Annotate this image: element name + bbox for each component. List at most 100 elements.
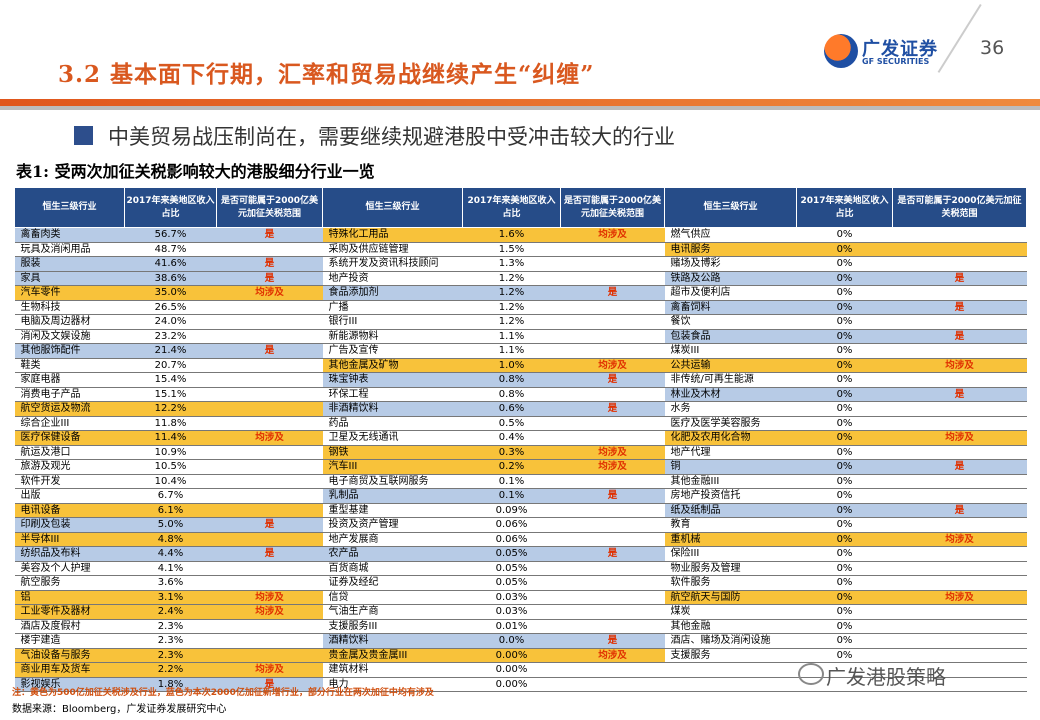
tariff-flag-cell: 均涉及 xyxy=(560,445,665,460)
tariff-flag-cell xyxy=(216,619,323,634)
us-revenue-cell: 11.4% xyxy=(124,430,217,446)
us-revenue-cell: 0% xyxy=(796,575,893,591)
us-revenue-cell: 0.06% xyxy=(462,517,561,533)
tariff-flag-cell xyxy=(892,561,1027,576)
us-revenue-cell: 6.1% xyxy=(124,503,217,518)
tariff-flag-cell xyxy=(216,532,323,547)
column-header: 恒生三级行业 xyxy=(322,187,463,228)
gf-logo-icon xyxy=(824,34,858,68)
us-revenue-cell: 0.05% xyxy=(462,575,561,591)
us-revenue-cell: 0% xyxy=(796,488,893,504)
tariff-flag-cell xyxy=(892,575,1027,591)
tariff-flag-cell xyxy=(216,329,323,344)
tariff-flag-cell xyxy=(892,517,1027,533)
industry-cell: 广告及宣传 xyxy=(322,343,463,359)
us-revenue-cell: 1.1% xyxy=(462,343,561,359)
tariff-flag-cell xyxy=(892,546,1027,562)
tariff-flag-cell xyxy=(560,343,665,359)
tariff-flag-cell xyxy=(216,459,323,475)
tariff-flag-cell xyxy=(216,503,323,518)
industry-cell: 燃气供应 xyxy=(664,227,797,243)
watermark: 广发港股策略 xyxy=(826,665,946,689)
tariff-flag-cell xyxy=(560,430,665,446)
industry-cell: 地产代理 xyxy=(664,445,797,460)
industry-cell: 楼宇建造 xyxy=(14,633,125,649)
tariff-flag-cell xyxy=(892,619,1027,634)
industry-cell: 采购及供应链管理 xyxy=(322,242,463,257)
us-revenue-cell: 0% xyxy=(796,329,893,344)
us-revenue-cell: 23.2% xyxy=(124,329,217,344)
tariff-flag-cell xyxy=(560,329,665,344)
tariff-flag-cell xyxy=(216,372,323,388)
us-revenue-cell: 0% xyxy=(796,648,893,663)
us-revenue-cell: 24.0% xyxy=(124,314,217,330)
us-revenue-cell: 41.6% xyxy=(124,256,217,272)
tariff-flag-cell xyxy=(560,416,665,431)
logo-en: GF SECURITIES xyxy=(862,57,930,66)
us-revenue-cell: 15.1% xyxy=(124,387,217,402)
us-revenue-cell: 0% xyxy=(796,517,893,533)
industry-cell: 水务 xyxy=(664,401,797,417)
tariff-flag-cell: 是 xyxy=(892,503,1027,518)
tariff-flag-cell xyxy=(216,358,323,373)
tariff-flag-cell xyxy=(892,314,1027,330)
us-revenue-cell: 0% xyxy=(796,445,893,460)
table-row: 楼宇建造 2.3% 酒精饮料 0.0% 是酒店、赌场及消闲设施 0% xyxy=(14,633,1027,649)
industry-cell: 航空货运及物流 xyxy=(14,401,125,417)
industry-cell: 鞋类 xyxy=(14,358,125,373)
table-row: 服装 41.6% 是系统开发及资讯科技顾问 1.3% 赌场及博彩 0% xyxy=(14,256,1027,272)
industry-cell: 建筑材料 xyxy=(322,662,463,678)
tariff-flag-cell xyxy=(560,662,665,678)
us-revenue-cell: 48.7% xyxy=(124,242,217,257)
industry-table: 恒生三级行业 2017年来美地区收入占比 是否可能属于2000亿美元加征关税范围 恒生… xyxy=(14,187,1027,692)
table-row: 气油设备与服务 2.3% 贵金属及贵金属III 0.00% 均涉及 支援服务 0% xyxy=(14,648,1027,663)
us-revenue-cell: 0% xyxy=(796,343,893,359)
industry-cell: 影视娱乐 xyxy=(14,677,125,692)
us-revenue-cell: 0% xyxy=(796,604,893,620)
industry-cell: 航空服务 xyxy=(14,575,125,591)
us-revenue-cell: 3.6% xyxy=(124,575,217,591)
industry-cell: 农产品 xyxy=(322,546,463,562)
us-revenue-cell: 0.09% xyxy=(462,503,561,518)
industry-cell: 纺织品及布料 xyxy=(14,546,125,562)
tariff-flag-cell: 是 xyxy=(892,387,1027,402)
tariff-flag-cell xyxy=(560,387,665,402)
us-revenue-cell: 1.6% xyxy=(462,227,561,243)
column-header: 是否可能属于2000亿美元加征关税范围 xyxy=(892,187,1027,228)
table-row: 消费电子产品 15.1% 环保工程 0.8% 林业及木材 0% 是 xyxy=(14,387,1027,402)
tariff-flag-cell xyxy=(216,561,323,576)
us-revenue-cell: 10.9% xyxy=(124,445,217,460)
tariff-flag-cell: 均涉及 xyxy=(892,532,1027,547)
table-row: 印刷及包装 5.0% 是投资及资产管理 0.06% 教育 0% xyxy=(14,517,1027,533)
table-row: 酒店及度假村 2.3% 支援服务III 0.01% 其他金融 0% xyxy=(14,619,1027,634)
us-revenue-cell: 2.2% xyxy=(124,662,217,678)
industry-cell: 医疗保健设备 xyxy=(14,430,125,446)
us-revenue-cell: 0.03% xyxy=(462,590,561,605)
us-revenue-cell: 0.00% xyxy=(462,677,561,692)
industry-cell: 消费电子产品 xyxy=(14,387,125,402)
tariff-flag-cell xyxy=(892,662,1027,678)
industry-cell: 煤炭III xyxy=(664,343,797,359)
table-row: 汽车零件 35.0% 均涉及 食品添加剂 1.2% 是超市及便利店 0% xyxy=(14,285,1027,301)
tariff-flag-cell xyxy=(216,648,323,663)
industry-cell: 支援服务III xyxy=(322,619,463,634)
tariff-flag-cell xyxy=(892,372,1027,388)
us-revenue-cell: 11.8% xyxy=(124,416,217,431)
us-revenue-cell: 0.3% xyxy=(462,445,561,460)
us-revenue-cell: 0.05% xyxy=(462,546,561,562)
tariff-flag-cell: 均涉及 xyxy=(216,604,323,620)
tariff-flag-cell xyxy=(892,633,1027,649)
table-row: 综合企业III 11.8% 药品 0.5% 医疗及医学美容服务 0% xyxy=(14,416,1027,431)
industry-cell: 禽畜饲料 xyxy=(664,300,797,315)
us-revenue-cell: 0% xyxy=(796,561,893,576)
bullet-square-icon xyxy=(74,126,93,145)
tariff-flag-cell xyxy=(560,677,665,692)
column-header: 恒生三级行业 xyxy=(664,187,797,228)
industry-cell: 食品添加剂 xyxy=(322,285,463,301)
industry-cell: 药品 xyxy=(322,416,463,431)
tariff-flag-cell: 是 xyxy=(216,227,323,243)
industry-cell: 电讯设备 xyxy=(14,503,125,518)
industry-cell: 消闲及文娱设施 xyxy=(14,329,125,344)
industry-cell: 汽车III xyxy=(322,459,463,475)
tariff-flag-cell xyxy=(560,590,665,605)
